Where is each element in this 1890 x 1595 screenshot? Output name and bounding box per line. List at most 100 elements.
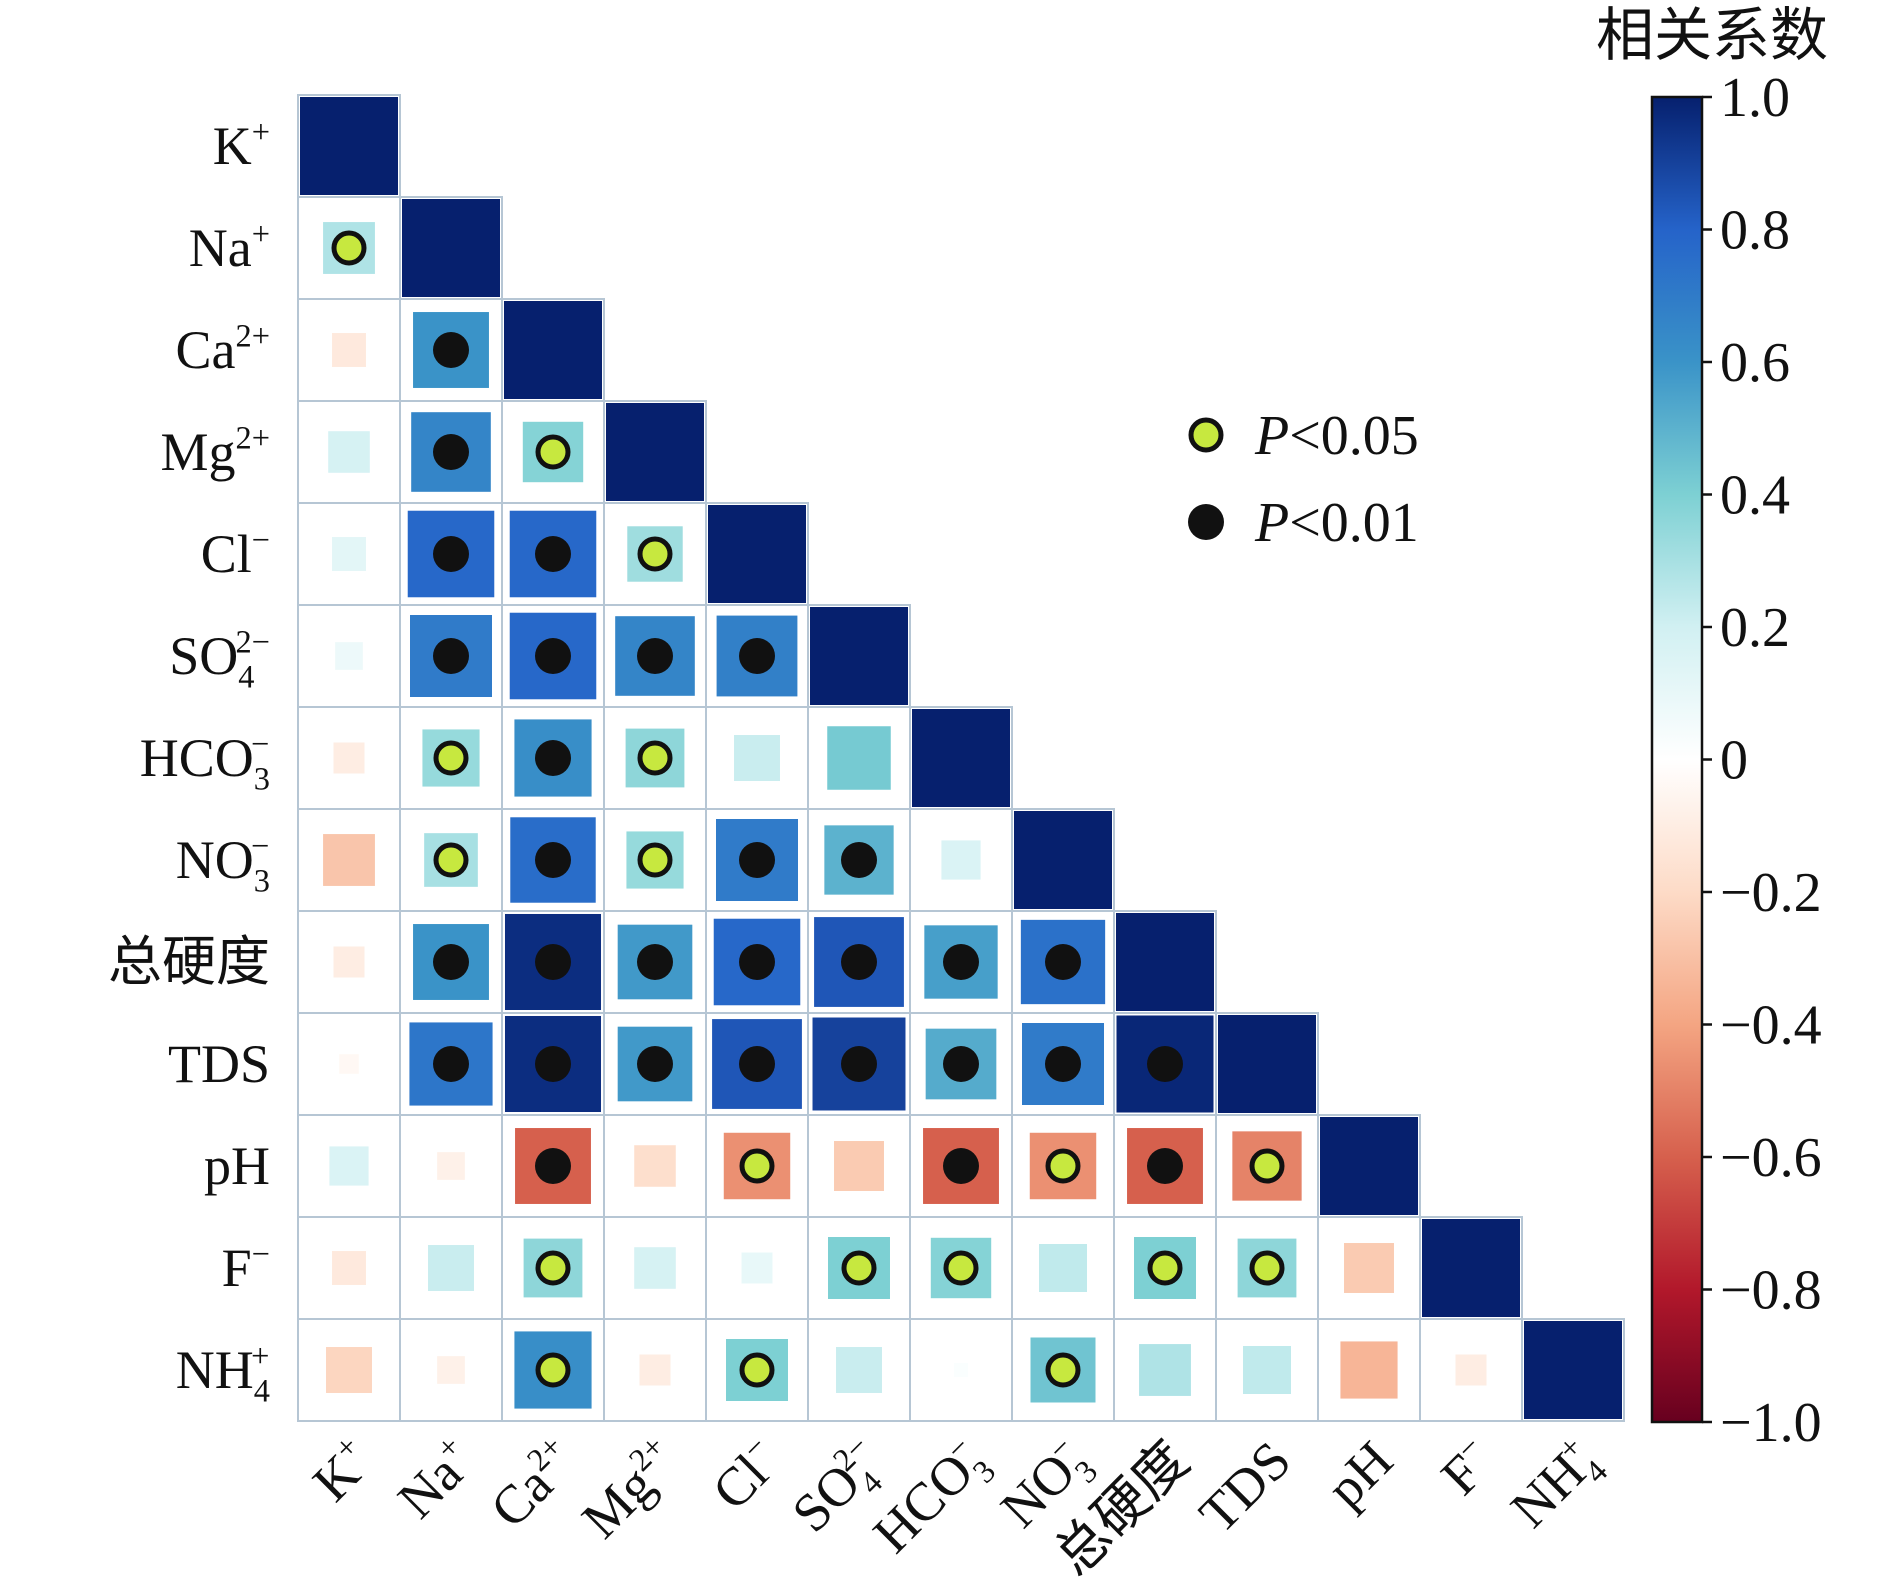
marker-p05-11-2 bbox=[535, 1250, 571, 1286]
cell-6-6 bbox=[912, 709, 1010, 807]
x-tick-label: Ca2+ bbox=[478, 1429, 588, 1539]
y-tick-label: pH bbox=[204, 1136, 270, 1196]
svg-text:Ca2+: Ca2+ bbox=[176, 318, 270, 380]
svg-text:F−: F− bbox=[222, 1236, 270, 1298]
marker-p05-6-3 bbox=[637, 740, 673, 776]
colorbar-tick-label: 1.0 bbox=[1720, 67, 1790, 129]
svg-text:pH: pH bbox=[1315, 1430, 1404, 1519]
marker-p01-9-3 bbox=[637, 1046, 673, 1082]
colorbar-tick-label: −0.8 bbox=[1720, 1260, 1822, 1322]
colorbar-tick-label: −1.0 bbox=[1720, 1392, 1822, 1454]
colorbar-tick-label: 0 bbox=[1720, 730, 1748, 792]
svg-text:Ca2+: Ca2+ bbox=[478, 1429, 588, 1539]
cell-11-0 bbox=[332, 1251, 366, 1285]
svg-text:Mg2+: Mg2+ bbox=[569, 1429, 690, 1550]
cell-2-0 bbox=[332, 333, 366, 367]
y-tick-label: Ca2+ bbox=[176, 318, 270, 380]
marker-p05-3-2 bbox=[535, 434, 571, 470]
svg-text:Cl−: Cl− bbox=[201, 522, 270, 584]
cell-12-5 bbox=[836, 1347, 882, 1393]
marker-p05-6-1 bbox=[433, 740, 469, 776]
cell-1-1 bbox=[402, 199, 500, 297]
colorbar-tick-label: 0.2 bbox=[1720, 597, 1790, 659]
y-tick-label: HCO3− bbox=[140, 726, 270, 797]
cell-12-11 bbox=[1455, 1354, 1487, 1386]
marker-p01-7-4 bbox=[739, 842, 775, 878]
marker-p05-10-9 bbox=[1249, 1148, 1285, 1184]
cell-12-10 bbox=[1340, 1341, 1398, 1399]
marker-p05-12-2 bbox=[535, 1352, 571, 1388]
cell-9-0 bbox=[339, 1054, 359, 1074]
y-tick-label: Cl− bbox=[201, 522, 270, 584]
cell-6-5 bbox=[827, 726, 891, 790]
colorbar-title: 相关系数 bbox=[1596, 3, 1828, 68]
svg-text:总硬度: 总硬度 bbox=[108, 932, 270, 992]
legend-marker-p05 bbox=[1188, 417, 1224, 453]
legend-text-p01: P<0.01 bbox=[1254, 492, 1419, 554]
marker-p01-9-6 bbox=[943, 1046, 979, 1082]
colorbar-gradient bbox=[1650, 95, 1704, 1424]
colorbar-tick-label: 0.4 bbox=[1720, 465, 1790, 527]
cell-7-6 bbox=[941, 840, 981, 880]
x-tick-label: TDS bbox=[1188, 1430, 1303, 1545]
cell-10-5 bbox=[834, 1141, 884, 1191]
marker-p01-10-8 bbox=[1147, 1148, 1183, 1184]
significance-legend: P<0.05 P<0.01 bbox=[1188, 405, 1419, 554]
marker-p05-11-6 bbox=[943, 1250, 979, 1286]
marker-p05-10-7 bbox=[1045, 1148, 1081, 1184]
legend-entry-p05: P<0.05 bbox=[1188, 405, 1419, 467]
svg-text:pH: pH bbox=[204, 1136, 270, 1196]
marker-p05-12-7 bbox=[1045, 1352, 1081, 1388]
marker-p05-4-3 bbox=[637, 536, 673, 572]
svg-text:NO3−: NO3− bbox=[176, 828, 270, 899]
svg-text:K+: K+ bbox=[213, 114, 270, 176]
svg-text:NH4+: NH4+ bbox=[176, 1338, 270, 1409]
cell-12-6 bbox=[954, 1363, 968, 1377]
cell-8-8 bbox=[1116, 913, 1214, 1011]
x-tick-label: K+ bbox=[301, 1429, 371, 1513]
marker-p01-7-2 bbox=[535, 842, 571, 878]
cell-12-3 bbox=[639, 1354, 671, 1386]
cell-12-9 bbox=[1242, 1345, 1292, 1395]
cell-11-11 bbox=[1422, 1219, 1520, 1317]
marker-p01-3-1 bbox=[433, 434, 469, 470]
cell-12-1 bbox=[437, 1356, 465, 1384]
svg-text:F−: F− bbox=[1428, 1429, 1506, 1507]
marker-p05-7-1 bbox=[433, 842, 469, 878]
cell-9-9 bbox=[1218, 1015, 1316, 1113]
cell-5-0 bbox=[335, 642, 363, 670]
heatmap-cells bbox=[297, 94, 1625, 1422]
marker-p01-8-2 bbox=[535, 944, 571, 980]
svg-text:TDS: TDS bbox=[168, 1034, 270, 1094]
marker-p01-4-2 bbox=[535, 536, 571, 572]
cell-10-1 bbox=[437, 1152, 465, 1180]
y-tick-label: 总硬度 bbox=[108, 932, 270, 992]
marker-p01-9-7 bbox=[1045, 1046, 1081, 1082]
x-tick-label: Mg2+ bbox=[569, 1429, 690, 1550]
cell-10-0 bbox=[329, 1146, 369, 1186]
x-tick-label: pH bbox=[1315, 1430, 1404, 1519]
marker-p05-10-4 bbox=[739, 1148, 775, 1184]
cell-12-8 bbox=[1139, 1344, 1191, 1396]
marker-p01-9-5 bbox=[841, 1046, 877, 1082]
cell-3-3 bbox=[606, 403, 704, 501]
marker-p01-2-1 bbox=[433, 332, 469, 368]
marker-p01-6-2 bbox=[535, 740, 571, 776]
cell-11-10 bbox=[1344, 1243, 1394, 1293]
x-tick-label: F− bbox=[1428, 1429, 1506, 1507]
marker-p01-7-5 bbox=[841, 842, 877, 878]
cell-12-0 bbox=[326, 1347, 372, 1393]
y-tick-label: Na+ bbox=[189, 216, 270, 278]
cell-5-5 bbox=[810, 607, 908, 705]
svg-text:Mg2+: Mg2+ bbox=[161, 420, 270, 482]
cell-8-0 bbox=[333, 946, 365, 978]
x-tick-label: Na+ bbox=[386, 1429, 473, 1530]
y-tick-label: F− bbox=[222, 1236, 270, 1298]
marker-p01-8-3 bbox=[637, 944, 673, 980]
marker-p01-5-2 bbox=[535, 638, 571, 674]
y-tick-label: SO42− bbox=[169, 624, 270, 695]
marker-p05-11-8 bbox=[1147, 1250, 1183, 1286]
svg-text:HCO3−: HCO3− bbox=[140, 726, 270, 797]
